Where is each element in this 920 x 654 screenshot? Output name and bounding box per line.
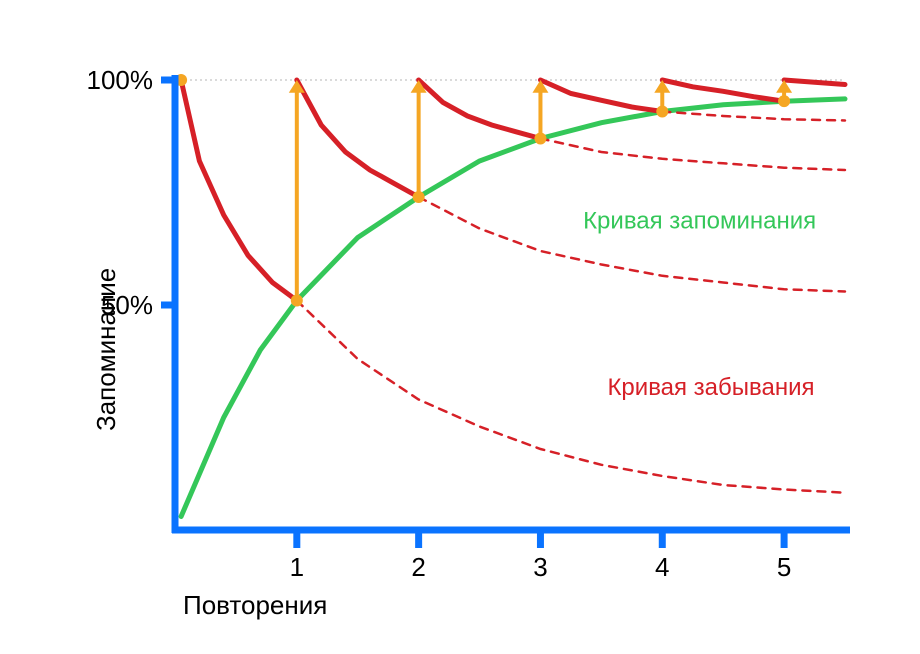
x-tick-label: 4 bbox=[655, 552, 669, 582]
x-tick-label: 3 bbox=[533, 552, 547, 582]
forget-curve-solid-2 bbox=[419, 80, 541, 139]
x-tick-label: 5 bbox=[777, 552, 791, 582]
repeat-marker-2 bbox=[534, 133, 546, 145]
remember-curve bbox=[181, 99, 845, 517]
y-tick-label: 100% bbox=[87, 65, 154, 95]
chart-svg: 50%100%12345ЗапоминаниеПовторенияКривая … bbox=[0, 0, 920, 654]
forget-curve-solid-1 bbox=[297, 80, 419, 197]
x-axis-label: Повторения bbox=[183, 590, 327, 620]
forget-curve-solid-0 bbox=[181, 80, 297, 301]
repeat-marker-1 bbox=[413, 191, 425, 203]
repeat-marker-3 bbox=[656, 106, 668, 118]
forget-curve-solid-5 bbox=[784, 80, 845, 85]
forgetting-curve-chart: 50%100%12345ЗапоминаниеПовторенияКривая … bbox=[0, 0, 920, 654]
repeat-marker-4 bbox=[778, 95, 790, 107]
forget-curve-label: Кривая забывания bbox=[607, 374, 814, 401]
repeat-marker-0 bbox=[291, 295, 303, 307]
forget-curve-solid-3 bbox=[541, 80, 663, 112]
y-axis-label: Запоминание bbox=[91, 268, 121, 431]
remember-curve-label: Кривая запоминания bbox=[583, 208, 816, 235]
forget-curve-solid-4 bbox=[662, 80, 784, 101]
forget-curve-dashed-2 bbox=[541, 139, 846, 171]
x-tick-label: 2 bbox=[411, 552, 425, 582]
x-tick-label: 1 bbox=[290, 552, 304, 582]
forget-curve-dashed-3 bbox=[662, 112, 845, 121]
